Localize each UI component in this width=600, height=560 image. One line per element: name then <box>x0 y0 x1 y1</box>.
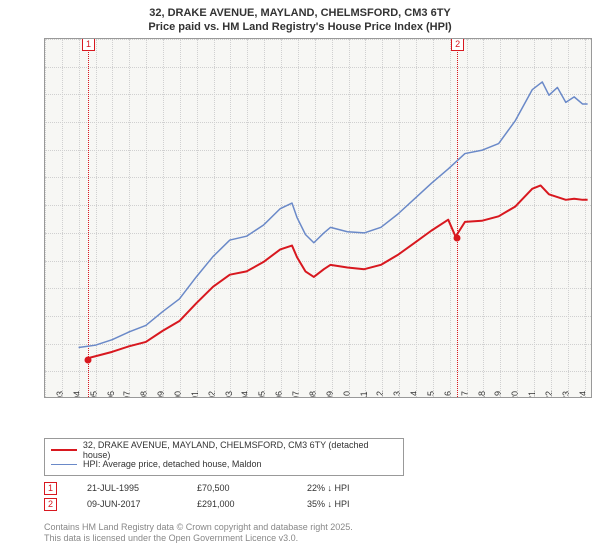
title-block: 32, DRAKE AVENUE, MAYLAND, CHELMSFORD, C… <box>0 0 600 37</box>
transaction-row: 1 21-JUL-1995£70,50022% ↓ HPI <box>44 480 417 496</box>
transaction-marker: 1 <box>44 482 57 495</box>
title-line-1: 32, DRAKE AVENUE, MAYLAND, CHELMSFORD, C… <box>0 6 600 20</box>
chart-container: 32, DRAKE AVENUE, MAYLAND, CHELMSFORD, C… <box>0 0 600 560</box>
legend-swatch-1 <box>51 449 77 451</box>
legend-swatch-2 <box>51 464 77 465</box>
transaction-date: 09-JUN-2017 <box>87 499 197 509</box>
footer: Contains HM Land Registry data © Crown c… <box>44 522 353 544</box>
transaction-price: £291,000 <box>197 499 307 509</box>
plot-area: £0£50K£100K£150K£200K£250K£300K£350K£400… <box>44 38 592 398</box>
legend-row: 32, DRAKE AVENUE, MAYLAND, CHELMSFORD, C… <box>51 443 397 457</box>
transaction-date: 21-JUL-1995 <box>87 483 197 493</box>
legend-label-1: 32, DRAKE AVENUE, MAYLAND, CHELMSFORD, C… <box>83 440 397 460</box>
transaction-delta: 35% ↓ HPI <box>307 499 417 509</box>
transaction-price: £70,500 <box>197 483 307 493</box>
transaction-marker: 2 <box>44 498 57 511</box>
transaction-row: 2 09-JUN-2017£291,00035% ↓ HPI <box>44 496 417 512</box>
footer-line-2: This data is licensed under the Open Gov… <box>44 533 353 544</box>
series-svg <box>45 39 591 397</box>
transaction-delta: 22% ↓ HPI <box>307 483 417 493</box>
title-line-2: Price paid vs. HM Land Registry's House … <box>0 20 600 34</box>
transaction-table: 1 21-JUL-1995£70,50022% ↓ HPI 2 09-JUN-2017… <box>44 480 417 512</box>
legend: 32, DRAKE AVENUE, MAYLAND, CHELMSFORD, C… <box>44 438 404 476</box>
footer-line-1: Contains HM Land Registry data © Crown c… <box>44 522 353 533</box>
legend-label-2: HPI: Average price, detached house, Mald… <box>83 459 261 469</box>
